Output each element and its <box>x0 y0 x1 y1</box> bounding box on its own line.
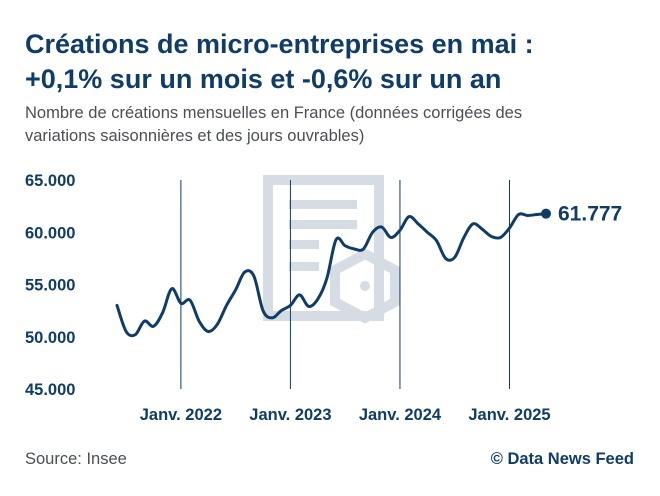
y-tick-label: 65.000 <box>25 172 75 190</box>
last-value-label: 61.777 <box>558 203 622 226</box>
chart-subtitle: Nombre de créations mensuelles en France… <box>25 102 645 148</box>
x-gridlines <box>180 180 510 389</box>
x-tick-label: Janv. 2025 <box>468 406 550 424</box>
source-note: Source: Insee <box>25 450 127 468</box>
credit: © Data News Feed <box>490 450 634 468</box>
watermark-logo-icon <box>263 175 400 324</box>
subtitle-line-1: Nombre de créations mensuelles en France… <box>25 104 523 122</box>
last-value-marker <box>541 208 551 219</box>
subtitle-line-2: variations saisonnières et des jours ouv… <box>25 127 365 145</box>
chart-title: Créations de micro-entreprises en mai : … <box>25 27 645 97</box>
title-line-1: Créations de micro-entreprises en mai : <box>25 29 534 59</box>
y-tick-label: 55.000 <box>25 277 75 295</box>
y-axis-ticks: 65.000 60.000 55.000 50.000 45.000 <box>25 172 75 399</box>
x-tick-label: Janv. 2024 <box>359 406 442 424</box>
y-tick-label: 60.000 <box>25 224 75 242</box>
series-line <box>115 212 548 338</box>
y-tick-label: 50.000 <box>25 329 75 347</box>
x-tick-label: Janv. 2022 <box>140 406 222 424</box>
x-axis-ticks: Janv. 2022 Janv. 2023 Janv. 2024 Janv. 2025 <box>140 406 551 424</box>
x-tick-label: Janv. 2023 <box>249 406 331 424</box>
title-line-2: +0,1% sur un mois et -0,6% sur un an <box>25 64 502 94</box>
y-tick-label: 45.000 <box>25 381 75 399</box>
